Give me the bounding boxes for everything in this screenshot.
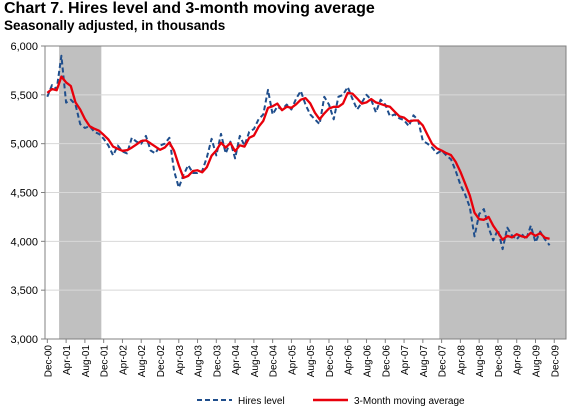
x-tick-label-10: Apr-04 — [231, 345, 242, 375]
legend-hires-label: Hires level — [238, 396, 285, 407]
x-tick-label-20: Aug-07 — [419, 345, 430, 378]
x-tick-label-21: Dec-07 — [438, 345, 449, 378]
x-axis-tick-labels: Dec-00 Apr-01 Aug-01 Dec-01 Apr-02 Aug-02 Dec-… — [43, 339, 561, 377]
x-tick-label-22: Apr-08 — [456, 345, 467, 375]
x-tick-label-13: Apr-05 — [287, 345, 298, 375]
x-tick-label-26: Aug-09 — [531, 345, 542, 378]
chart-title: Chart 7. Hires level and 3-month moving … — [4, 0, 375, 17]
x-tick-label-4: Apr-02 — [118, 345, 129, 375]
y-tick-label-6: 6,000 — [10, 41, 38, 53]
x-tick-label-5: Aug-02 — [137, 345, 148, 378]
y-tick-label-2: 4,000 — [10, 236, 38, 248]
y-axis-tick-labels: 3,000 3,500 4,000 4,500 5,000 5,500 6,000 — [10, 41, 45, 346]
y-tick-label-1: 3,500 — [10, 285, 38, 297]
y-tick-label-5: 5,500 — [10, 90, 38, 102]
x-tick-label-23: Aug-08 — [475, 345, 486, 378]
moving-average-line — [46, 75, 550, 241]
x-tick-label-18: Dec-06 — [381, 345, 392, 378]
x-tick-label-7: Apr-03 — [175, 345, 186, 375]
series-lines — [46, 54, 551, 251]
x-tick-label-16: Apr-06 — [344, 345, 355, 375]
x-tick-label-3: Dec-01 — [100, 345, 111, 378]
x-tick-label-27: Dec-09 — [550, 345, 561, 378]
x-tick-label-0: Dec-00 — [43, 345, 54, 378]
x-tick-label-15: Dec-05 — [325, 345, 336, 378]
x-tick-label-12: Dec-04 — [269, 345, 280, 378]
x-tick-label-1: Apr-01 — [62, 345, 73, 375]
x-tick-label-9: Dec-03 — [212, 345, 223, 378]
y-tick-label-3: 4,500 — [10, 188, 38, 200]
legend: Hires level 3-Month moving average — [197, 396, 465, 407]
x-tick-label-11: Aug-04 — [250, 345, 261, 378]
legend-average-label: 3-Month moving average — [354, 396, 465, 407]
x-tick-label-2: Aug-01 — [81, 345, 92, 378]
x-tick-label-19: Apr-07 — [400, 345, 411, 375]
x-tick-label-17: Aug-06 — [363, 345, 374, 378]
x-tick-label-6: Dec-02 — [156, 345, 167, 378]
x-tick-label-25: Apr-09 — [513, 345, 524, 375]
y-tick-label-0: 3,000 — [10, 334, 38, 346]
x-tick-label-24: Dec-08 — [494, 345, 505, 378]
y-tick-label-4: 5,000 — [10, 139, 38, 151]
chart-subtitle: Seasonally adjusted, in thousands — [4, 18, 226, 33]
hires-level-line — [46, 54, 551, 251]
x-tick-label-14: Aug-05 — [306, 345, 317, 378]
x-tick-label-8: Aug-03 — [194, 345, 205, 378]
